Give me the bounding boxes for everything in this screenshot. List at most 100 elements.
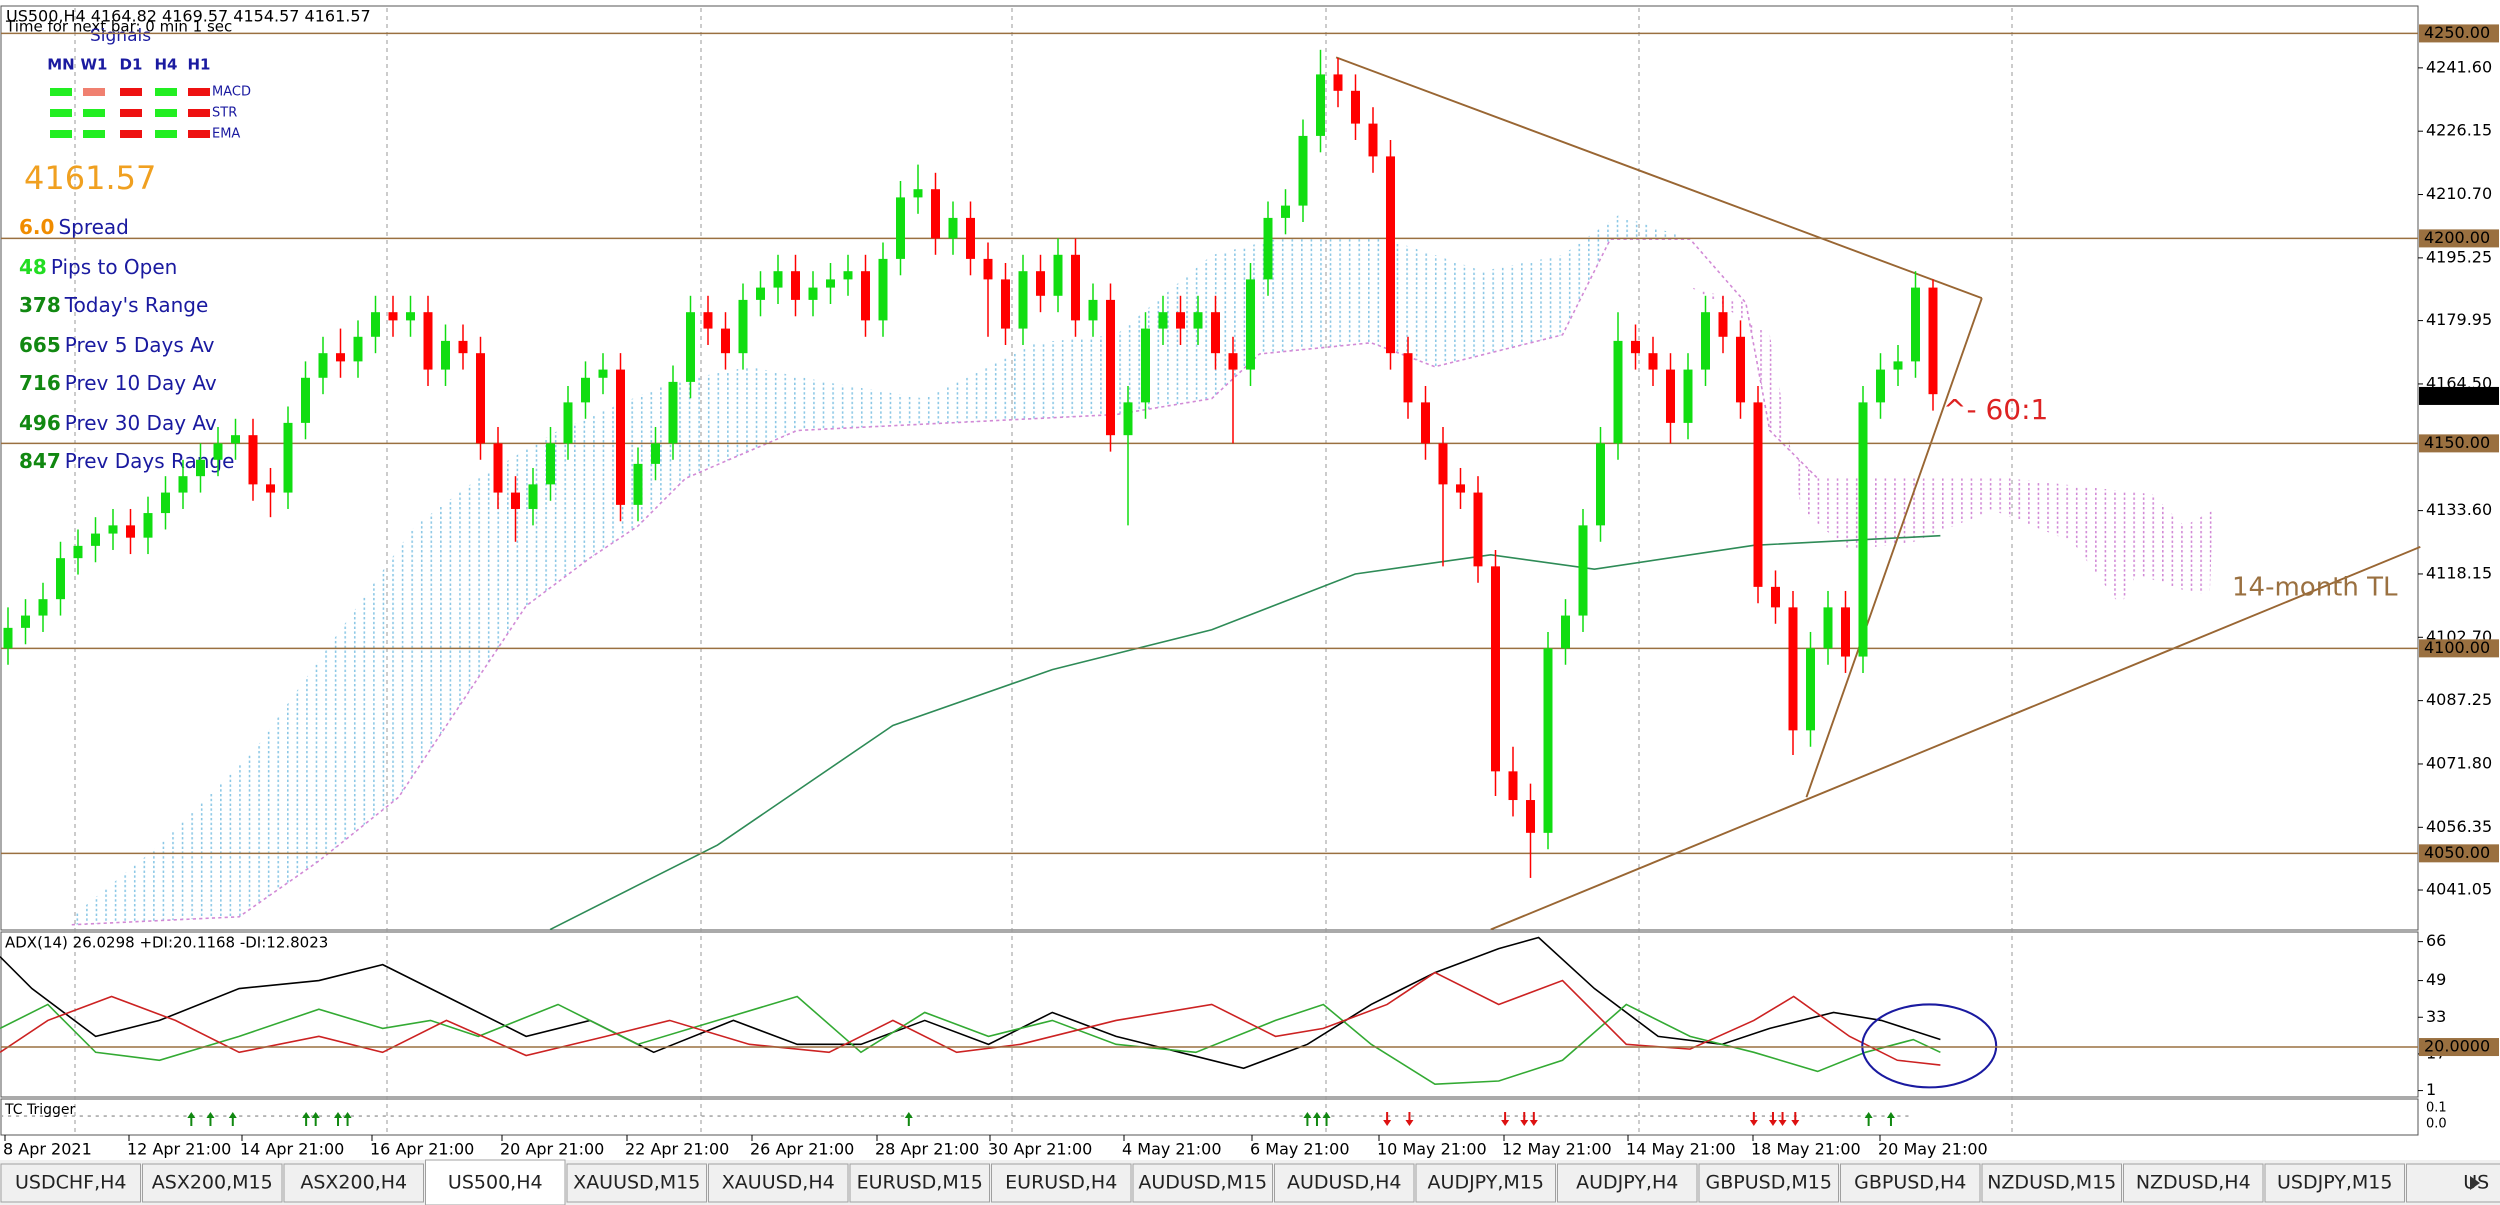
x-tick-label: 12 May 21:00: [1502, 1140, 1612, 1159]
tab-label[interactable]: AUDUSD,H4: [1287, 1172, 1402, 1194]
tab[interactable]: [142, 1163, 283, 1203]
candle-body: [476, 353, 485, 444]
tab[interactable]: [1698, 1163, 1839, 1203]
x-tick-label: 16 Apr 21:00: [370, 1140, 474, 1159]
tab-scroll[interactable]: [2470, 1176, 2480, 1190]
y-tick-label: 4241.60: [2426, 57, 2492, 76]
candle-body: [1631, 340, 1640, 354]
tab-label[interactable]: AUDJPY,H4: [1576, 1172, 1678, 1194]
tab-label[interactable]: USDCHF,H4: [15, 1172, 127, 1194]
x-tick-label: 20 Apr 21:00: [500, 1140, 604, 1159]
tab-label[interactable]: GBPUSD,H4: [1854, 1172, 1966, 1194]
candle-body: [1858, 402, 1868, 657]
candle-body: [1263, 217, 1273, 280]
tab-label[interactable]: EURUSD,H4: [1005, 1172, 1117, 1194]
candle-body: [1578, 525, 1588, 616]
tab-label[interactable]: NZDUSD,M15: [1987, 1172, 2116, 1194]
chart-title: US500,H4 4164.82 4169.57 4154.57 4161.57: [6, 7, 371, 26]
candle-body: [1281, 205, 1290, 218]
tab[interactable]: [1981, 1163, 2122, 1203]
candle-body: [791, 271, 800, 300]
candle-body: [1543, 648, 1553, 833]
stat: 378 Today's Range: [19, 293, 208, 317]
candle-body: [1526, 800, 1535, 833]
candle-body: [738, 299, 748, 354]
trigger-down: [1778, 1112, 1787, 1126]
candle-body: [633, 463, 643, 505]
tab[interactable]: [2123, 1163, 2264, 1203]
tab[interactable]: [1415, 1163, 1556, 1203]
candle-body: [1841, 607, 1850, 657]
tab-label[interactable]: ASX200,M15: [152, 1172, 273, 1194]
signal-column: W1: [81, 56, 108, 74]
candle-body: [616, 369, 625, 505]
candle-body: [301, 377, 310, 423]
signal-block: [188, 109, 210, 117]
tab[interactable]: [2264, 1163, 2405, 1203]
candle-body: [1666, 369, 1675, 423]
stat-label: Prev 10 Day Av: [65, 371, 217, 395]
tab-label[interactable]: XAUUSD,M15: [573, 1172, 700, 1194]
last-price-label: 4161.57: [2424, 385, 2490, 404]
tab-label[interactable]: AUDJPY,M15: [1428, 1172, 1544, 1194]
tab[interactable]: [1557, 1163, 1698, 1203]
tab-label[interactable]: NZDUSD,H4: [2136, 1172, 2251, 1194]
tab[interactable]: [1132, 1163, 1273, 1203]
stat-label: Prev 5 Days Av: [65, 333, 215, 357]
candle-body: [458, 340, 468, 354]
candle-body: [1228, 353, 1238, 370]
candle-body: [1403, 353, 1413, 403]
tab[interactable]: [425, 1159, 566, 1205]
tab[interactable]: [0, 1163, 141, 1203]
y-tick-label: 4226.15: [2426, 121, 2492, 140]
last-price-box: [2419, 386, 2499, 405]
trigger-down: [1529, 1112, 1538, 1126]
stat-label: Spread: [58, 215, 128, 239]
tab-label[interactable]: EURUSD,M15: [857, 1172, 983, 1194]
x-tick-label: 6 May 21:00: [1250, 1140, 1350, 1159]
tab[interactable]: [849, 1163, 990, 1203]
candle-body: [213, 443, 223, 460]
signal-block: [155, 109, 177, 117]
tab[interactable]: [1274, 1163, 1415, 1203]
signal-block: [155, 88, 177, 96]
tab-label[interactable]: AUDUSD,M15: [1138, 1172, 1267, 1194]
tab[interactable]: [1840, 1163, 1981, 1203]
candle-body: [1071, 254, 1080, 321]
y-tick-label: 4118.15: [2426, 563, 2492, 582]
tab-label[interactable]: USDJPY,M15: [2277, 1172, 2392, 1194]
candle-body: [1421, 402, 1430, 444]
level-label: 4100.00: [2424, 638, 2490, 657]
trigger-up: [343, 1112, 352, 1126]
trigger-down: [1768, 1112, 1777, 1126]
tab[interactable]: [708, 1163, 849, 1203]
y-tick-label: 4195.25: [2426, 247, 2492, 266]
trigger-title: TC Trigger: [4, 1102, 75, 1118]
candle-body: [21, 615, 30, 628]
signals-title: Signals: [90, 26, 151, 46]
candle-body: [1176, 312, 1185, 329]
tab-label[interactable]: XAUUSD,H4: [722, 1172, 835, 1194]
adx-title: ADX(14) 26.0298 +DI:20.1168 -DI:12.8023: [5, 934, 328, 952]
trigger-down: [1749, 1112, 1758, 1126]
trendlines: [1335, 56, 2421, 931]
candle-body: [493, 443, 503, 493]
candle-body: [1876, 369, 1885, 403]
stat-number: 496: [19, 411, 61, 435]
stat: 496 Prev 30 Day Av: [19, 411, 217, 435]
candle-body: [878, 258, 888, 321]
tab[interactable]: [2406, 1163, 2500, 1203]
candle-body: [1806, 648, 1815, 731]
signal-column: D1: [120, 56, 143, 74]
tab[interactable]: [283, 1163, 424, 1203]
x-tick-label: 8 Apr 2021: [3, 1140, 92, 1159]
tab[interactable]: [566, 1163, 707, 1203]
signal-block: [83, 130, 105, 138]
candle-body: [1316, 74, 1325, 136]
tab[interactable]: [991, 1163, 1132, 1203]
tab-label[interactable]: ASX200,H4: [300, 1172, 407, 1194]
tab-label[interactable]: GBPUSD,M15: [1706, 1172, 1832, 1194]
candle-body: [1683, 369, 1693, 423]
tab-label[interactable]: US500,H4: [448, 1172, 543, 1194]
candle-body: [1211, 312, 1220, 354]
